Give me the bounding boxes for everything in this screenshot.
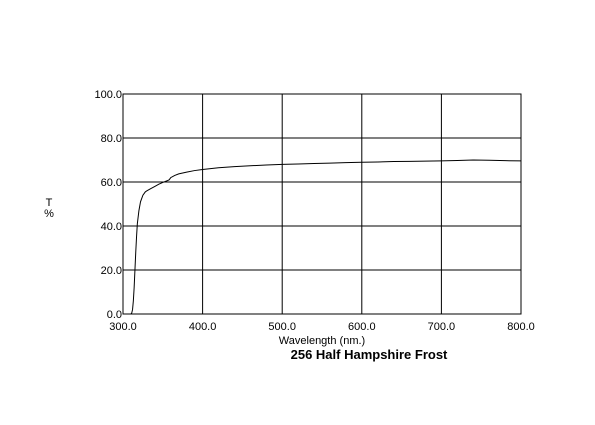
x-tick-label: 600.0 — [348, 321, 376, 333]
x-tick-label: 500.0 — [268, 321, 296, 333]
series-line — [130, 159, 522, 315]
y-axis-label-line-1: T — [46, 197, 53, 209]
y-tick-labels: 0.0 20.0 40.0 60.0 80.0 100.0 — [94, 89, 122, 321]
chart-title: 256 Half Hampshire Frost — [291, 347, 448, 362]
y-axis-label-line-2: % — [44, 208, 54, 220]
y-tick-label: 0.0 — [107, 309, 122, 321]
plot-area-frame — [122, 93, 522, 315]
y-tick-label: 40.0 — [101, 221, 122, 233]
x-axis-label: Wavelength (nm.) — [279, 335, 365, 347]
x-tick-labels: 300.0 400.0 500.0 600.0 700.0 800.0 — [109, 321, 535, 333]
y-tick-label: 20.0 — [101, 265, 122, 277]
x-tick-label: 800.0 — [507, 321, 535, 333]
y-tick-label: 60.0 — [101, 177, 122, 189]
x-tick-label: 400.0 — [189, 321, 217, 333]
grid-lines — [123, 94, 521, 314]
y-tick-label: 80.0 — [101, 133, 122, 145]
x-tick-label: 300.0 — [109, 321, 137, 333]
x-tick-label: 700.0 — [428, 321, 456, 333]
y-tick-label: 100.0 — [94, 89, 122, 101]
